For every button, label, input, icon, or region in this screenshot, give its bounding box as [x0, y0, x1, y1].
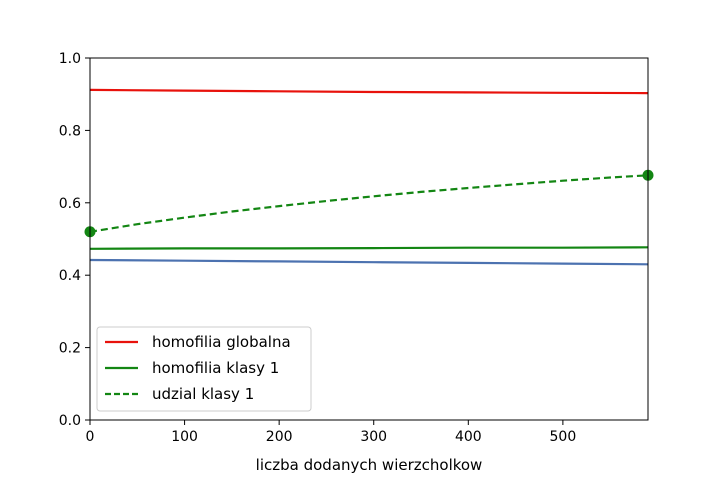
x-tick-label: 300: [360, 429, 387, 445]
x-tick-label: 100: [171, 429, 198, 445]
x-axis: 0 100 200 300 400 500: [86, 420, 577, 445]
x-axis-label: liczba dodanych wierzcholkow: [256, 456, 483, 474]
series-layer: [84, 88, 654, 266]
series-line-2: [89, 246, 649, 250]
y-axis: 0.0 0.2 0.4 0.6 0.8 1.0: [59, 51, 90, 429]
y-tick-label: 0.4: [59, 268, 81, 284]
y-tick-label: 1.0: [59, 51, 81, 67]
legend-box: [96, 326, 312, 412]
y-tick-label: 0.8: [59, 123, 81, 139]
legend: homofilia globalna homofilia klasy 1 udzia…: [96, 326, 312, 412]
x-tick-label: 200: [266, 429, 293, 445]
y-tick-label: 0.6: [59, 196, 81, 212]
y-tick-label: 0.0: [59, 413, 81, 429]
x-tick-label: 400: [455, 429, 482, 445]
legend-label: udzial klasy 1: [152, 385, 254, 403]
x-tick-label: 500: [550, 429, 577, 445]
x-tick-label: 0: [86, 429, 95, 445]
plot-frame: [89, 57, 649, 421]
series-line-4: [89, 258, 649, 266]
series-line-3: [89, 174, 649, 233]
legend-label: homofilia klasy 1: [152, 359, 279, 377]
y-tick-label: 0.2: [59, 341, 81, 357]
legend-label: homofilia globalna: [152, 333, 291, 351]
series-line-1: [89, 88, 649, 95]
